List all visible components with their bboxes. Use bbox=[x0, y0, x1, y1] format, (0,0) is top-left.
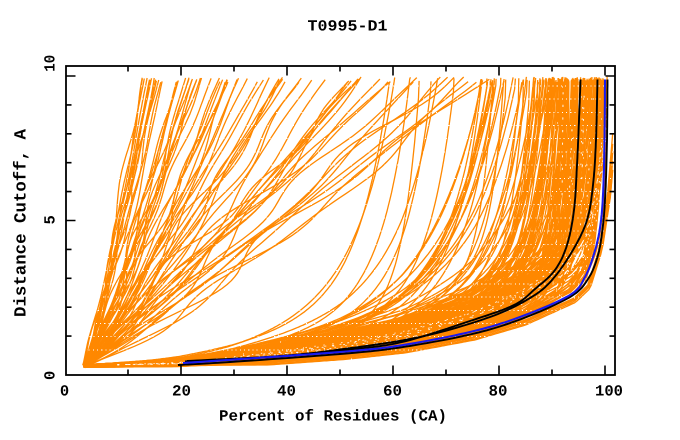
svg-text:5: 5 bbox=[42, 215, 60, 224]
svg-text:Percent of Residues (CA): Percent of Residues (CA) bbox=[219, 408, 447, 426]
svg-text:40: 40 bbox=[277, 383, 296, 401]
svg-text:10: 10 bbox=[42, 55, 60, 72]
svg-text:20: 20 bbox=[172, 383, 191, 401]
svg-text:80: 80 bbox=[489, 383, 508, 401]
svg-text:Distance Cutoff, A: Distance Cutoff, A bbox=[13, 128, 32, 317]
svg-text:60: 60 bbox=[383, 383, 402, 401]
svg-text:0: 0 bbox=[42, 371, 60, 380]
svg-text:T0995-D1: T0995-D1 bbox=[308, 18, 388, 36]
svg-text:0: 0 bbox=[60, 383, 69, 401]
svg-text:100: 100 bbox=[595, 383, 623, 401]
